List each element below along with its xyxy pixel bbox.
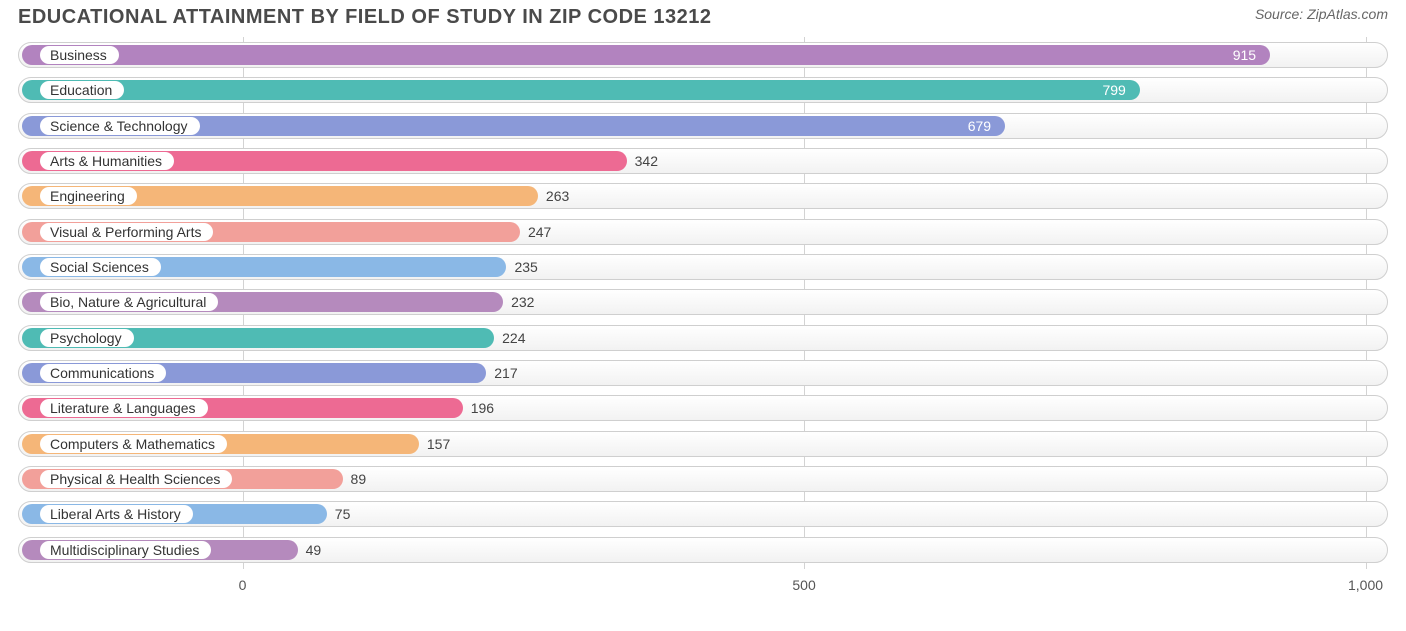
bar-row: Business915 bbox=[18, 39, 1388, 71]
value-label: 342 bbox=[627, 145, 658, 177]
value-label: 235 bbox=[506, 251, 537, 283]
category-pill: Communications bbox=[40, 364, 166, 382]
value-label: 217 bbox=[486, 357, 517, 389]
category-pill: Social Sciences bbox=[40, 258, 161, 276]
bar-row: Computers & Mathematics 157 bbox=[18, 428, 1388, 460]
category-pill: Literature & Languages bbox=[40, 399, 208, 417]
value-label: 263 bbox=[538, 180, 569, 212]
value-label: 89 bbox=[343, 463, 367, 495]
bar-row: Psychology 224 bbox=[18, 322, 1388, 354]
bar-row: Visual & Performing Arts 247 bbox=[18, 216, 1388, 248]
bar-row: Arts & Humanities 342 bbox=[18, 145, 1388, 177]
value-label: 224 bbox=[494, 322, 525, 354]
x-tick-label: 0 bbox=[239, 577, 247, 593]
value-label: 49 bbox=[298, 534, 322, 566]
chart-source: Source: ZipAtlas.com bbox=[1255, 6, 1388, 22]
value-label: 915 bbox=[22, 39, 1270, 71]
chart-area: Business915Education799 Science & Technol… bbox=[18, 37, 1388, 597]
value-label: 157 bbox=[419, 428, 450, 460]
x-tick-label: 500 bbox=[792, 577, 815, 593]
x-tick-label: 1,000 bbox=[1348, 577, 1383, 593]
value-label: 679 bbox=[22, 110, 1005, 142]
value-label: 196 bbox=[463, 392, 494, 424]
value-label: 799 bbox=[22, 74, 1140, 106]
bar-row: Social Sciences 235 bbox=[18, 251, 1388, 283]
chart-title: EDUCATIONAL ATTAINMENT BY FIELD OF STUDY… bbox=[18, 6, 712, 29]
bar-row: Literature & Languages 196 bbox=[18, 392, 1388, 424]
value-label: 232 bbox=[503, 286, 534, 318]
category-pill: Arts & Humanities bbox=[40, 152, 174, 170]
category-pill: Multidisciplinary Studies bbox=[40, 541, 211, 559]
bar-row: Communications 217 bbox=[18, 357, 1388, 389]
bar-row: Liberal Arts & History 75 bbox=[18, 498, 1388, 530]
bar-row: Science & Technology679 bbox=[18, 110, 1388, 142]
value-label: 75 bbox=[327, 498, 351, 530]
bar-row: Bio, Nature & Agricultural 232 bbox=[18, 286, 1388, 318]
category-pill: Computers & Mathematics bbox=[40, 435, 227, 453]
category-pill: Visual & Performing Arts bbox=[40, 223, 213, 241]
chart-header: EDUCATIONAL ATTAINMENT BY FIELD OF STUDY… bbox=[0, 0, 1406, 31]
bars-container: Business915Education799 Science & Technol… bbox=[18, 37, 1388, 569]
category-pill: Psychology bbox=[40, 329, 134, 347]
bar-row: Engineering 263 bbox=[18, 180, 1388, 212]
x-axis: 0 500 1,000 bbox=[18, 573, 1388, 597]
value-label: 247 bbox=[520, 216, 551, 248]
bar-row: Education799 bbox=[18, 74, 1388, 106]
bar-row: Multidisciplinary Studies 49 bbox=[18, 534, 1388, 566]
category-pill: Liberal Arts & History bbox=[40, 505, 193, 523]
bar-row: Physical & Health Sciences 89 bbox=[18, 463, 1388, 495]
category-pill: Engineering bbox=[40, 187, 137, 205]
category-pill: Physical & Health Sciences bbox=[40, 470, 232, 488]
category-pill: Bio, Nature & Agricultural bbox=[40, 293, 218, 311]
